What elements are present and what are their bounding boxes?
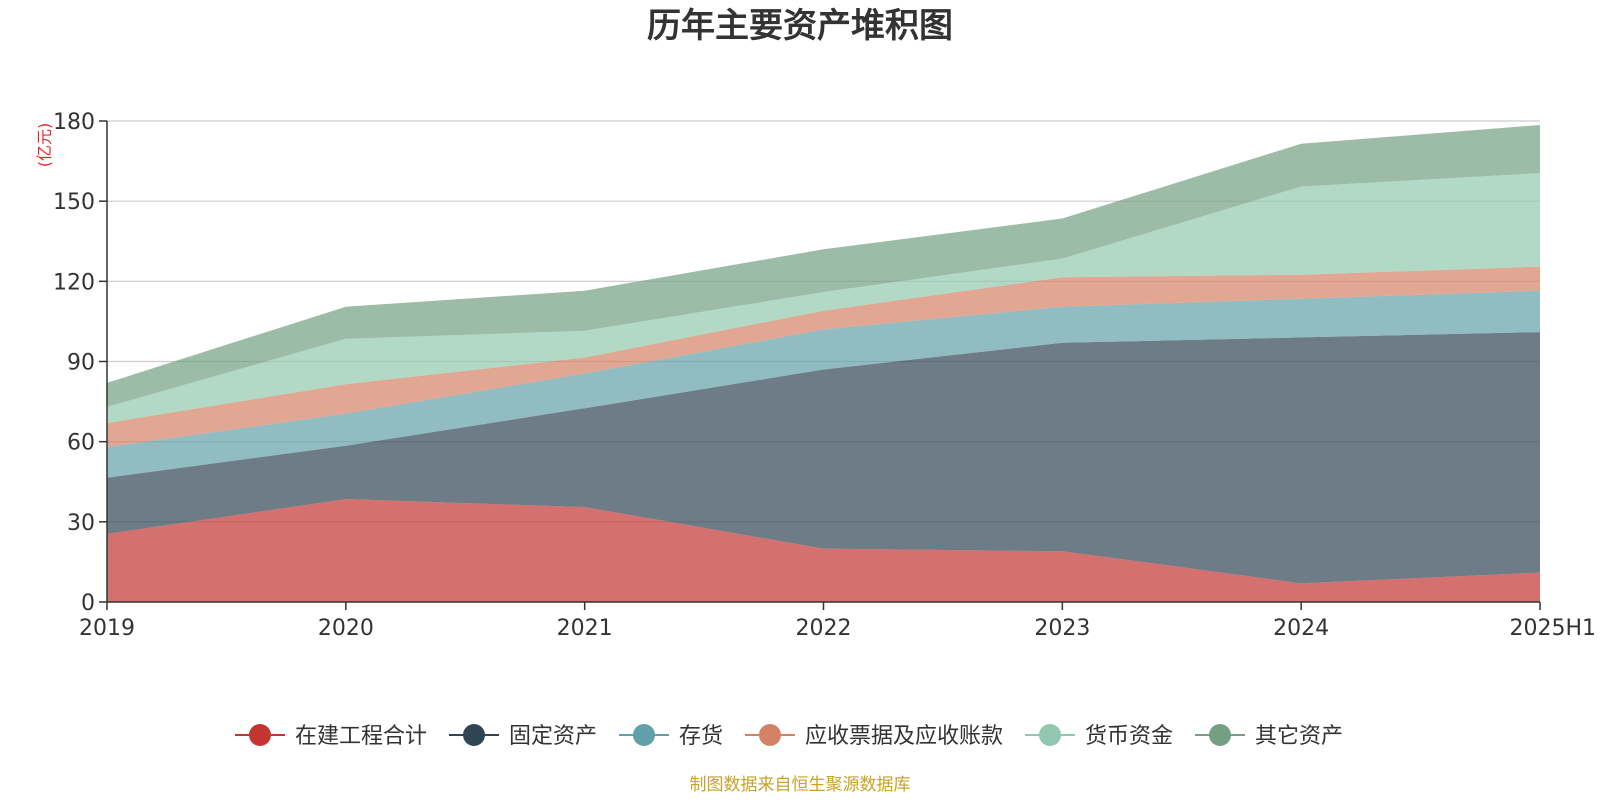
legend-marker-icon: [633, 724, 655, 746]
legend-label: 其它资产: [1255, 724, 1343, 749]
x-tick-label: 2019: [79, 616, 135, 641]
legend-item-4[interactable]: 货币资金: [1025, 724, 1173, 749]
x-tick-label: 2024: [1273, 616, 1329, 641]
legend-marker-icon: [463, 724, 485, 746]
y-tick-label: 120: [53, 270, 95, 295]
legend-marker-icon: [249, 724, 271, 746]
y-tick-label: 30: [67, 511, 95, 536]
legend[interactable]: 在建工程合计 固定资产 存货 应收票据及应收账款 货币资金 其它资产: [235, 724, 1343, 749]
legend-marker-icon: [1039, 724, 1061, 746]
legend-marker-icon: [1209, 724, 1231, 746]
legend-label: 固定资产: [509, 724, 597, 749]
legend-marker-icon: [759, 724, 781, 746]
legend-item-2[interactable]: 存货: [619, 724, 723, 749]
area-series-5[interactable]: [107, 125, 1540, 407]
x-tick-label: 2020: [318, 616, 374, 641]
area-series-1[interactable]: [107, 332, 1540, 584]
area-series-2[interactable]: [107, 290, 1540, 478]
area-series-0[interactable]: [107, 499, 1540, 602]
legend-item-3[interactable]: 应收票据及应收账款: [745, 724, 1003, 749]
legend-item-1[interactable]: 固定资产: [449, 724, 597, 749]
chart-title: 历年主要资产堆积图: [647, 6, 953, 46]
legend-item-0[interactable]: 在建工程合计: [235, 724, 427, 749]
area-series-4[interactable]: [107, 173, 1540, 423]
area-series-3[interactable]: [107, 266, 1540, 447]
y-axis-unit-label: (亿元): [35, 123, 54, 168]
x-tick-label: 2023: [1034, 616, 1090, 641]
series-areas: [107, 125, 1540, 602]
legend-label: 在建工程合计: [295, 724, 427, 749]
x-tick-label: 2022: [796, 616, 852, 641]
x-tick-label: 2025H1: [1509, 616, 1596, 641]
legend-label: 货币资金: [1085, 724, 1173, 749]
y-tick-label: 60: [67, 431, 95, 456]
y-tick-label: 150: [53, 190, 95, 215]
legend-label: 存货: [679, 724, 723, 749]
x-tick-label: 2021: [557, 616, 613, 641]
legend-item-5[interactable]: 其它资产: [1195, 724, 1343, 749]
y-tick-label: 90: [67, 351, 95, 376]
axes: 0 30 60 90 120 150 180 2019 2020 2021 2022 2023 2024…: [53, 110, 1596, 641]
y-tick-label: 0: [81, 591, 95, 616]
legend-label: 应收票据及应收账款: [805, 724, 1003, 749]
data-source-note: 制图数据来自恒生聚源数据库: [690, 775, 911, 795]
y-tick-label: 180: [53, 110, 95, 135]
